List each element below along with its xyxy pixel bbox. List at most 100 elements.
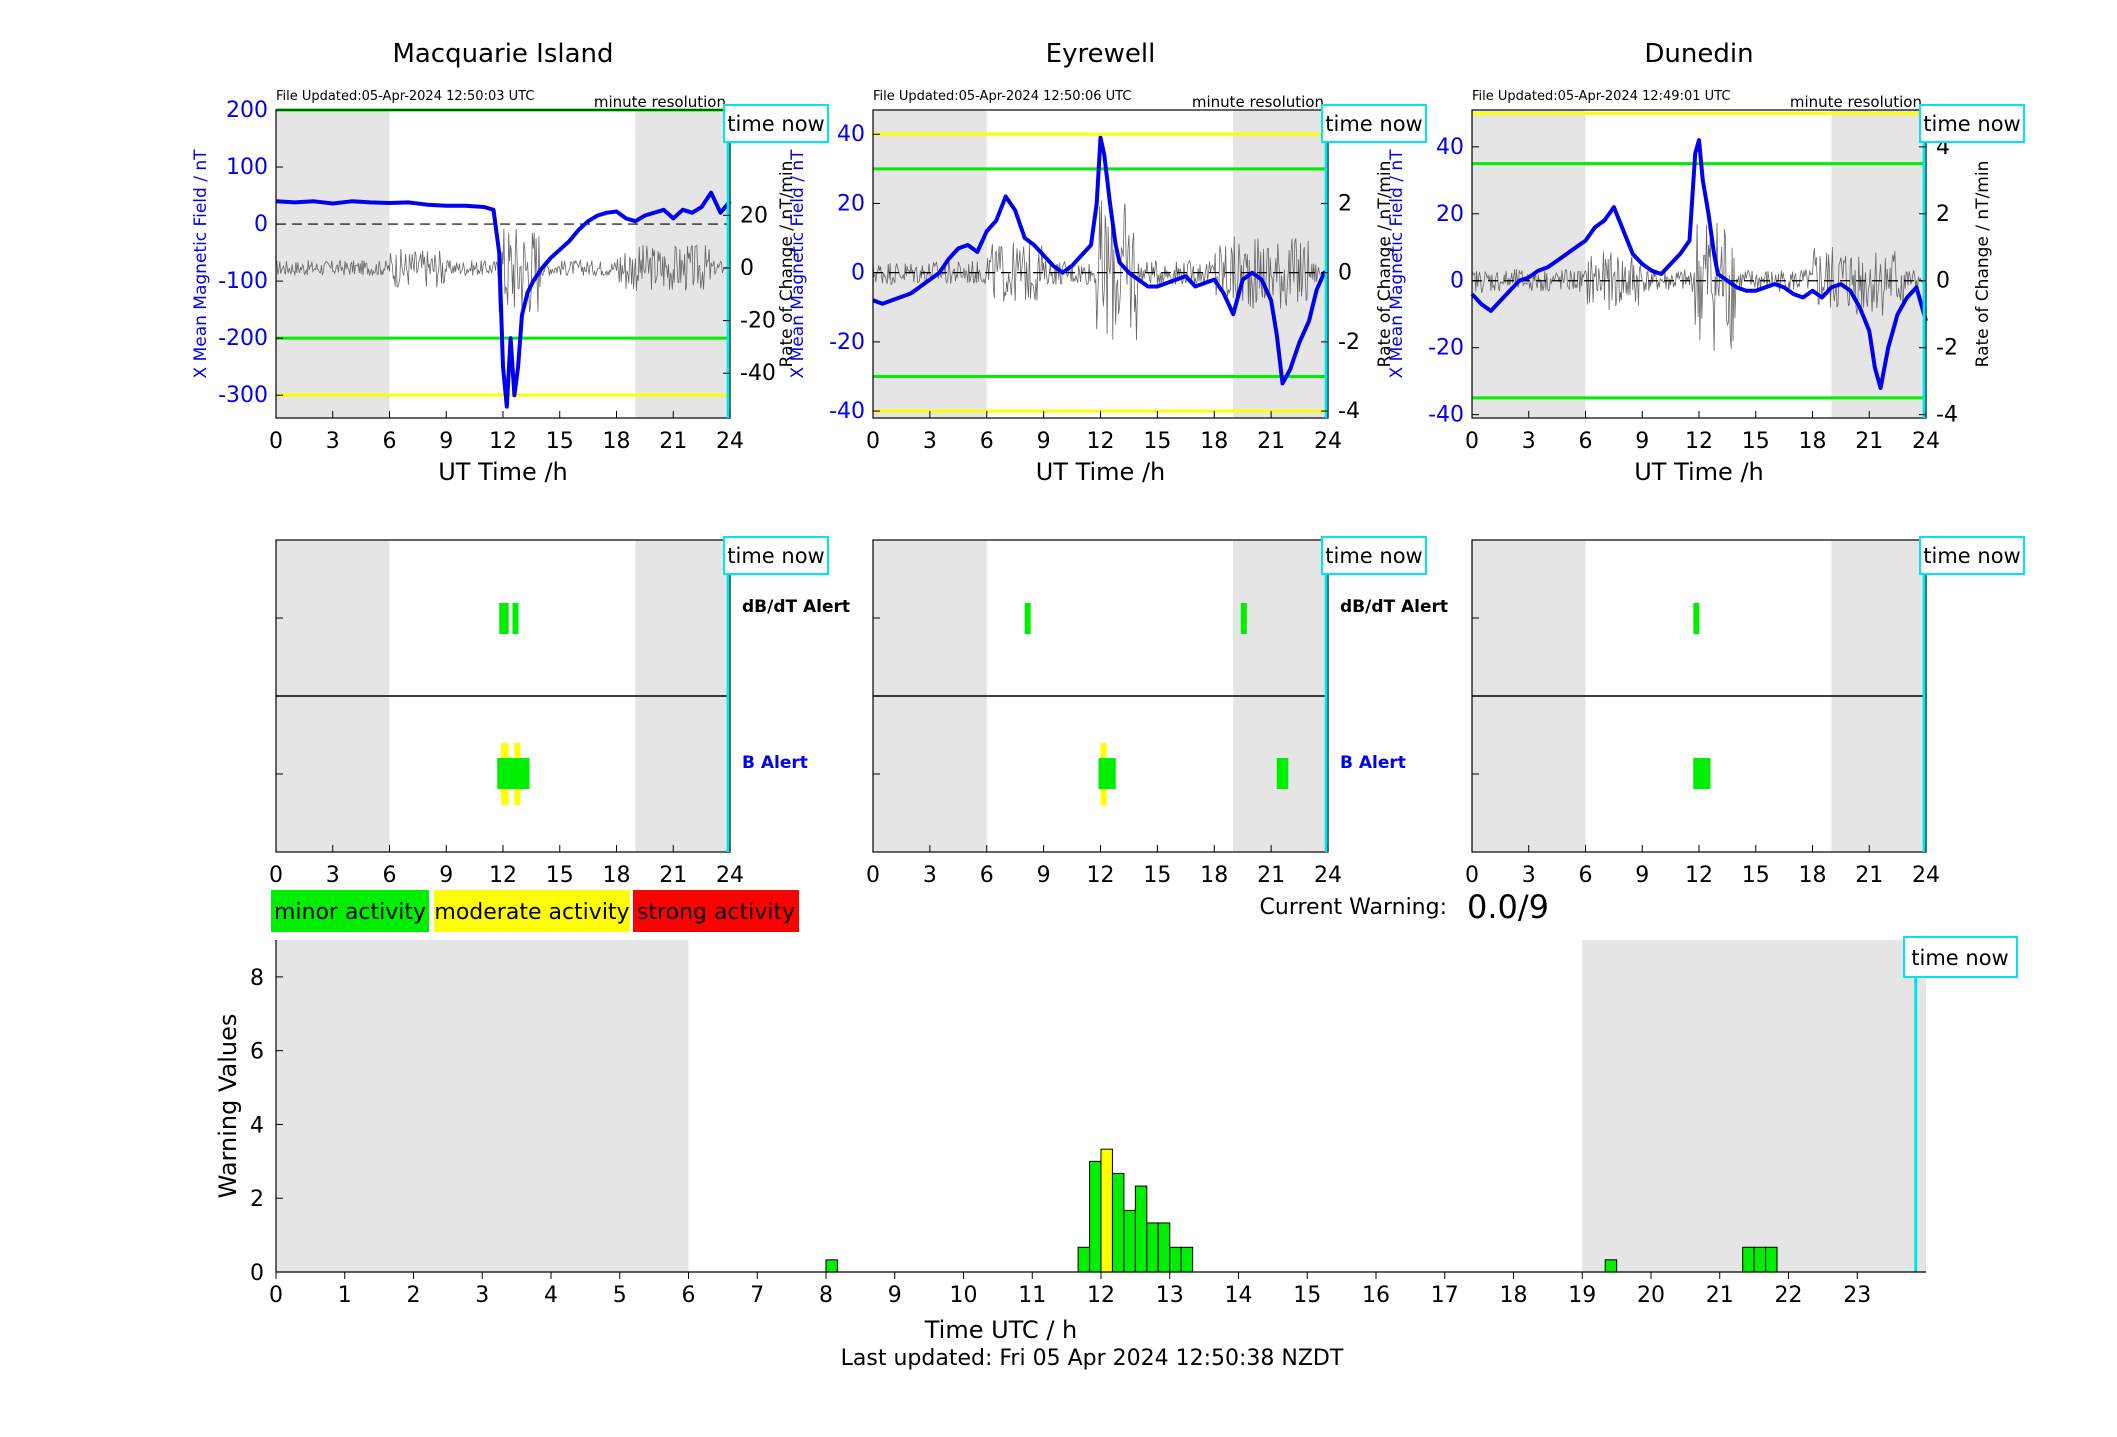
night-band [1472,110,1586,418]
left-tick-label: 200 [226,98,268,123]
time-now-label: time now [1923,544,2020,568]
x-tick-label: 15 [1742,863,1770,888]
x-tick-label: 11 [1018,1283,1046,1308]
x-tick-label: 3 [326,863,340,888]
x-axis-label: UT Time /h [1036,458,1166,486]
dbdt-alert-label: dB/dT Alert [742,597,850,617]
left-tick-label: -20 [1428,336,1464,361]
night-band [276,940,689,1272]
resolution-text: minute resolution [1790,93,1922,111]
x-tick-label: 3 [923,863,937,888]
x-tick-label: 6 [1579,863,1593,888]
warning-bar [1765,1246,1778,1273]
y-tick-label: 0 [250,1261,264,1286]
time-now-box [1919,536,2025,575]
x-tick-label: 12 [1087,429,1115,454]
x-tick-label: 18 [1799,863,1827,888]
right-tick-label: 0 [1338,261,1352,286]
time-now-label: time now [1923,112,2020,136]
night-band [1582,940,1926,1272]
time-now-label: time now [1911,946,2008,970]
x-tick-label: 9 [439,429,453,454]
left-tick-label: -20 [829,330,865,355]
x-tick-label: 0 [269,863,283,888]
resolution-text: minute resolution [1192,93,1324,111]
right-y-axis-label: Rate of Change / nT/min [1973,161,1993,368]
night-band [276,110,390,418]
x-tick-label: 6 [383,863,397,888]
left-tick-label: -200 [218,326,268,351]
warning-bar [1123,1209,1136,1273]
x-tick-label: 0 [1465,863,1479,888]
y-tick-label: 2 [250,1187,264,1212]
x-tick-label: 9 [1037,429,1051,454]
x-tick-label: 0 [866,429,880,454]
x-tick-label: 3 [1522,863,1536,888]
x-tick-label: 22 [1775,1283,1803,1308]
x-tick-label: 24 [1912,429,1940,454]
night-band [873,110,987,418]
dbdt-alert-bar [1024,603,1031,634]
y-tick-label: 4 [250,1113,264,1138]
right-tick-label: 2 [1338,191,1352,216]
left-y-axis-label: X Mean Magnetic Field / nT [191,149,211,379]
x-tick-label: 24 [716,863,744,888]
x-tick-label: 9 [888,1283,902,1308]
station-title: Eyrewell [1046,39,1156,69]
x-tick-label: 21 [1855,429,1883,454]
right-tick-label: 20 [740,203,768,228]
right-y-axis-label: Rate of Change / nT/min [777,161,797,368]
warning-bar [825,1259,838,1273]
x-tick-label: 21 [1257,863,1285,888]
x-tick-label: 3 [326,429,340,454]
x-tick-label: 8 [819,1283,833,1308]
x-tick-label: 2 [407,1283,421,1308]
field-series [275,190,732,409]
right-tick-label: -4 [1936,403,1958,428]
x-tick-label: 18 [603,863,631,888]
x-tick-label: 12 [1685,429,1713,454]
x-tick-label: 7 [750,1283,764,1308]
y-tick-label: 6 [250,1040,264,1065]
x-tick-label: 18 [1500,1283,1528,1308]
time-now-box [1903,936,2018,978]
x-tick-label: 9 [1635,429,1649,454]
b-alert-bar-minor [1693,758,1711,789]
left-tick-label: -100 [218,269,268,294]
x-tick-label: 15 [546,863,574,888]
b-alert-bar-minor [1098,758,1116,789]
left-tick-label: 20 [837,191,865,216]
legend-swatch [633,890,799,932]
dbdt-alert-label: dB/dT Alert [1340,597,1448,617]
x-tick-label: 3 [1522,429,1536,454]
current-warning-label: Current Warning: [1260,895,1447,920]
legend-label: minor activity [274,900,426,925]
x-tick-label: 18 [1200,863,1228,888]
left-tick-label: 0 [851,261,865,286]
legend-label: moderate activity [434,900,629,925]
left-y-axis-label: X Mean Magnetic Field / nT [1387,149,1407,379]
x-tick-label: 24 [716,429,744,454]
x-tick-label: 15 [546,429,574,454]
x-tick-label: 15 [1293,1283,1321,1308]
time-now-box [1321,536,1427,575]
station-title: Dunedin [1644,39,1753,69]
x-tick-label: 21 [659,863,687,888]
warning-bar [1604,1259,1618,1273]
x-tick-label: 23 [1843,1283,1871,1308]
x-axis-label: UT Time /h [438,458,568,486]
x-tick-label: 15 [1143,863,1171,888]
x-axis-label: Time UTC / h [924,1316,1078,1344]
x-tick-label: 5 [613,1283,627,1308]
b-alert-bar-minor [1276,758,1289,789]
x-tick-label: 15 [1742,429,1770,454]
current-warning-value: 0.0/9 [1467,888,1549,926]
x-tick-label: 4 [544,1283,558,1308]
x-tick-label: 0 [1465,429,1479,454]
x-tick-label: 12 [1087,1283,1115,1308]
left-tick-label: -300 [218,383,268,408]
x-tick-label: 21 [1855,863,1883,888]
dbdt-alert-bar [512,603,519,634]
last-updated-footer: Last updated: Fri 05 Apr 2024 12:50:38 N… [841,1346,1344,1371]
warning-bar [1100,1148,1113,1273]
